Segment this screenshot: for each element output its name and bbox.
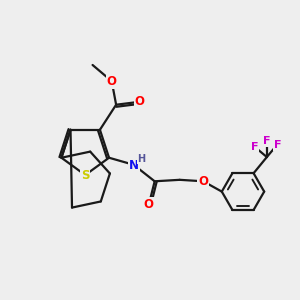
Text: N: N	[129, 159, 139, 172]
Text: O: O	[107, 75, 117, 88]
Text: F: F	[263, 136, 271, 146]
Text: O: O	[144, 198, 154, 211]
Text: S: S	[81, 169, 89, 182]
Text: O: O	[198, 175, 208, 188]
Text: F: F	[274, 140, 281, 150]
Text: H: H	[137, 154, 146, 164]
Text: F: F	[251, 142, 258, 152]
Text: O: O	[135, 95, 145, 108]
